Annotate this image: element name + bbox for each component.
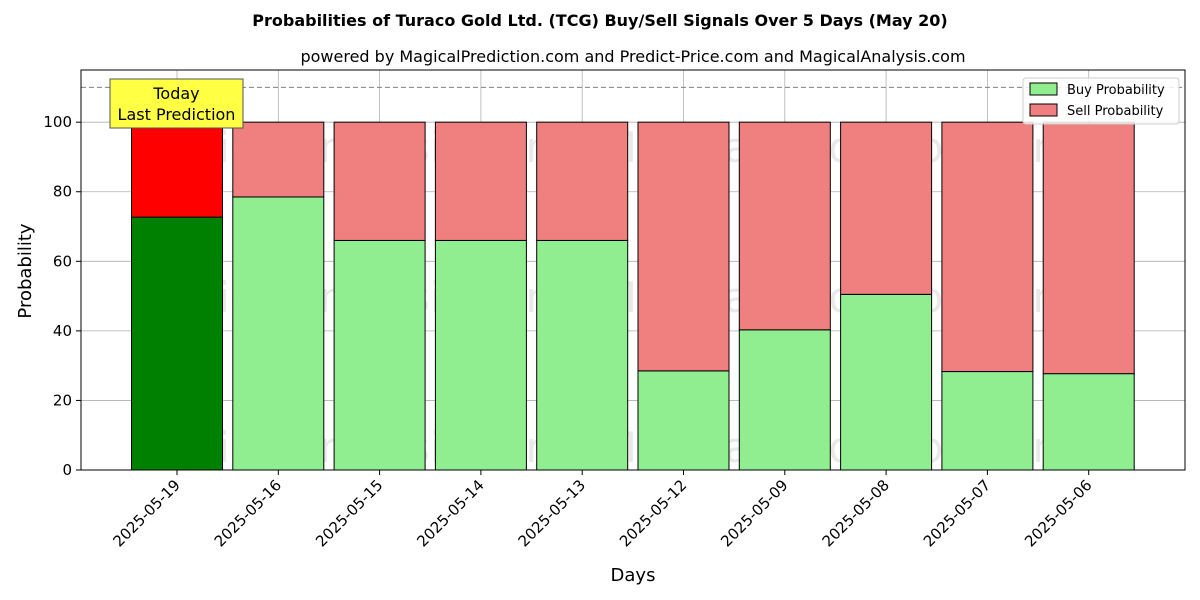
- x-tick-label: 2025-05-08: [819, 476, 893, 550]
- y-tick-label: 60: [53, 252, 72, 270]
- sell-bar: [536, 121, 629, 241]
- annotation-box: [109, 78, 244, 129]
- sell-bar: [232, 121, 325, 198]
- buy-bar: [131, 216, 223, 471]
- sell-bar: [738, 121, 831, 331]
- y-tick-label: 80: [53, 183, 72, 201]
- buy-bar: [333, 239, 426, 471]
- buy-bar: [637, 370, 730, 471]
- x-tick-label: 2025-05-16: [211, 476, 285, 550]
- legend-box: [1022, 77, 1180, 125]
- plot-area: MagicalAnalysis.comMagicalPrediction.com…: [43, 69, 1186, 550]
- y-tick-label: 20: [53, 391, 72, 409]
- legend-swatch-buy: [1029, 82, 1058, 96]
- buy-bar: [1042, 373, 1135, 471]
- x-tick-label: 2025-05-07: [920, 476, 994, 550]
- chart-title: Probabilities of Turaco Gold Ltd. (TCG) …: [252, 11, 947, 30]
- buy-bar: [434, 239, 527, 471]
- y-tick-label: 0: [62, 461, 72, 479]
- buy-bar: [536, 239, 629, 471]
- sell-bar: [840, 121, 933, 295]
- sell-bar: [637, 121, 730, 372]
- x-tick-label: 2025-05-19: [109, 476, 183, 550]
- sell-bar: [333, 121, 426, 241]
- legend-label-sell: Sell Probability: [1067, 104, 1164, 119]
- x-tick-label: 2025-05-14: [413, 476, 487, 550]
- y-axis-label: Probability: [15, 223, 36, 318]
- sell-bar: [1042, 121, 1135, 375]
- chart-subtitle: powered by MagicalPrediction.com and Pre…: [300, 47, 965, 66]
- sell-bar: [434, 121, 527, 241]
- buy-bar: [840, 293, 933, 471]
- x-tick-label: 2025-05-13: [515, 476, 589, 550]
- annotation-line-2: Last Prediction: [118, 105, 236, 124]
- annotation-line-1: Today: [152, 84, 199, 103]
- x-tick-label: 2025-05-12: [616, 476, 690, 550]
- sell-bar: [941, 121, 1034, 373]
- legend-swatch-sell: [1029, 103, 1058, 117]
- legend-label-buy: Buy Probability: [1067, 83, 1165, 98]
- buy-bar: [941, 371, 1034, 471]
- buy-bar: [738, 329, 831, 471]
- sell-bar: [131, 121, 223, 218]
- buy-bar: [232, 196, 325, 471]
- x-axis-label: Days: [611, 565, 656, 586]
- y-tick-label: 40: [53, 322, 72, 340]
- x-tick-label: 2025-05-15: [312, 476, 386, 550]
- y-tick-label: 100: [43, 113, 72, 131]
- x-tick-label: 2025-05-06: [1021, 476, 1095, 550]
- plot-frame: [80, 69, 1186, 471]
- x-tick-label: 2025-05-09: [717, 476, 791, 550]
